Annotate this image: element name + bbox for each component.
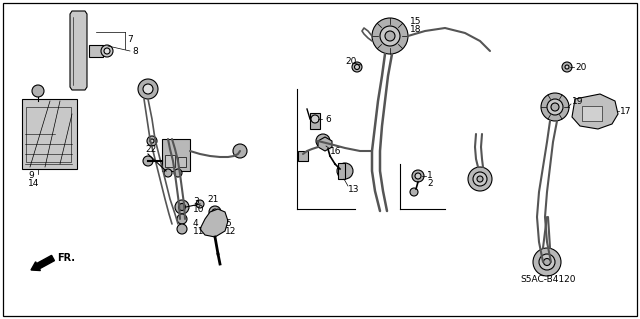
Circle shape	[101, 45, 113, 57]
Circle shape	[352, 62, 362, 72]
Circle shape	[562, 62, 572, 72]
Circle shape	[147, 136, 157, 146]
Text: 20: 20	[345, 56, 356, 65]
Circle shape	[539, 254, 555, 270]
Text: 16: 16	[330, 146, 342, 155]
Text: 14: 14	[28, 179, 40, 188]
Circle shape	[412, 170, 424, 182]
Circle shape	[174, 169, 182, 177]
Circle shape	[541, 93, 569, 121]
Circle shape	[212, 209, 218, 215]
Circle shape	[477, 176, 483, 182]
Circle shape	[337, 163, 353, 179]
Circle shape	[372, 18, 408, 54]
Circle shape	[233, 144, 247, 158]
Text: FR.: FR.	[57, 253, 75, 263]
Text: 21: 21	[207, 195, 218, 204]
Circle shape	[385, 31, 395, 41]
Bar	[22, 99, 77, 169]
Circle shape	[104, 48, 110, 54]
Circle shape	[415, 173, 421, 179]
Bar	[178, 157, 186, 167]
Bar	[162, 139, 190, 171]
Bar	[26, 107, 71, 162]
Circle shape	[410, 188, 418, 196]
Circle shape	[316, 134, 330, 148]
Circle shape	[175, 200, 189, 214]
Text: 12: 12	[225, 227, 236, 236]
Circle shape	[473, 172, 487, 186]
Text: 1: 1	[427, 172, 433, 181]
Polygon shape	[70, 11, 87, 90]
Circle shape	[150, 139, 154, 143]
Circle shape	[468, 167, 492, 191]
Circle shape	[311, 115, 319, 123]
Text: 15: 15	[410, 17, 422, 26]
FancyArrow shape	[31, 256, 54, 271]
Text: 4: 4	[193, 219, 198, 228]
Circle shape	[143, 84, 153, 94]
Circle shape	[32, 85, 44, 97]
Text: 20: 20	[575, 63, 586, 71]
Text: 7: 7	[127, 34, 132, 43]
Bar	[89, 45, 103, 57]
Polygon shape	[318, 137, 332, 151]
Text: 9: 9	[28, 172, 34, 181]
Circle shape	[380, 26, 400, 46]
Text: 6: 6	[325, 115, 331, 123]
Circle shape	[138, 79, 158, 99]
Circle shape	[547, 99, 563, 115]
Text: 11: 11	[193, 227, 205, 236]
Text: 5: 5	[225, 219, 231, 228]
Text: 2: 2	[427, 179, 433, 188]
Circle shape	[551, 103, 559, 111]
Text: 10: 10	[193, 204, 205, 213]
Bar	[310, 113, 320, 129]
Text: 22: 22	[145, 145, 156, 153]
Circle shape	[565, 65, 569, 69]
Polygon shape	[200, 209, 228, 237]
Text: 17: 17	[620, 107, 632, 115]
Bar	[338, 163, 345, 179]
Circle shape	[533, 248, 561, 276]
Text: 19: 19	[572, 98, 584, 107]
Text: 3: 3	[193, 197, 199, 205]
Circle shape	[179, 204, 186, 211]
Circle shape	[164, 169, 172, 177]
Text: 18: 18	[410, 25, 422, 33]
Polygon shape	[572, 94, 618, 129]
Circle shape	[143, 156, 153, 166]
Circle shape	[196, 200, 204, 208]
Text: 8: 8	[132, 47, 138, 56]
Circle shape	[177, 214, 187, 224]
Circle shape	[543, 258, 550, 265]
Circle shape	[209, 206, 221, 218]
Bar	[165, 155, 175, 167]
Circle shape	[355, 64, 360, 70]
Bar	[298, 151, 308, 161]
Circle shape	[177, 224, 187, 234]
Text: 13: 13	[348, 184, 360, 194]
Bar	[582, 106, 602, 121]
Text: S5AC-B4120: S5AC-B4120	[520, 275, 575, 284]
